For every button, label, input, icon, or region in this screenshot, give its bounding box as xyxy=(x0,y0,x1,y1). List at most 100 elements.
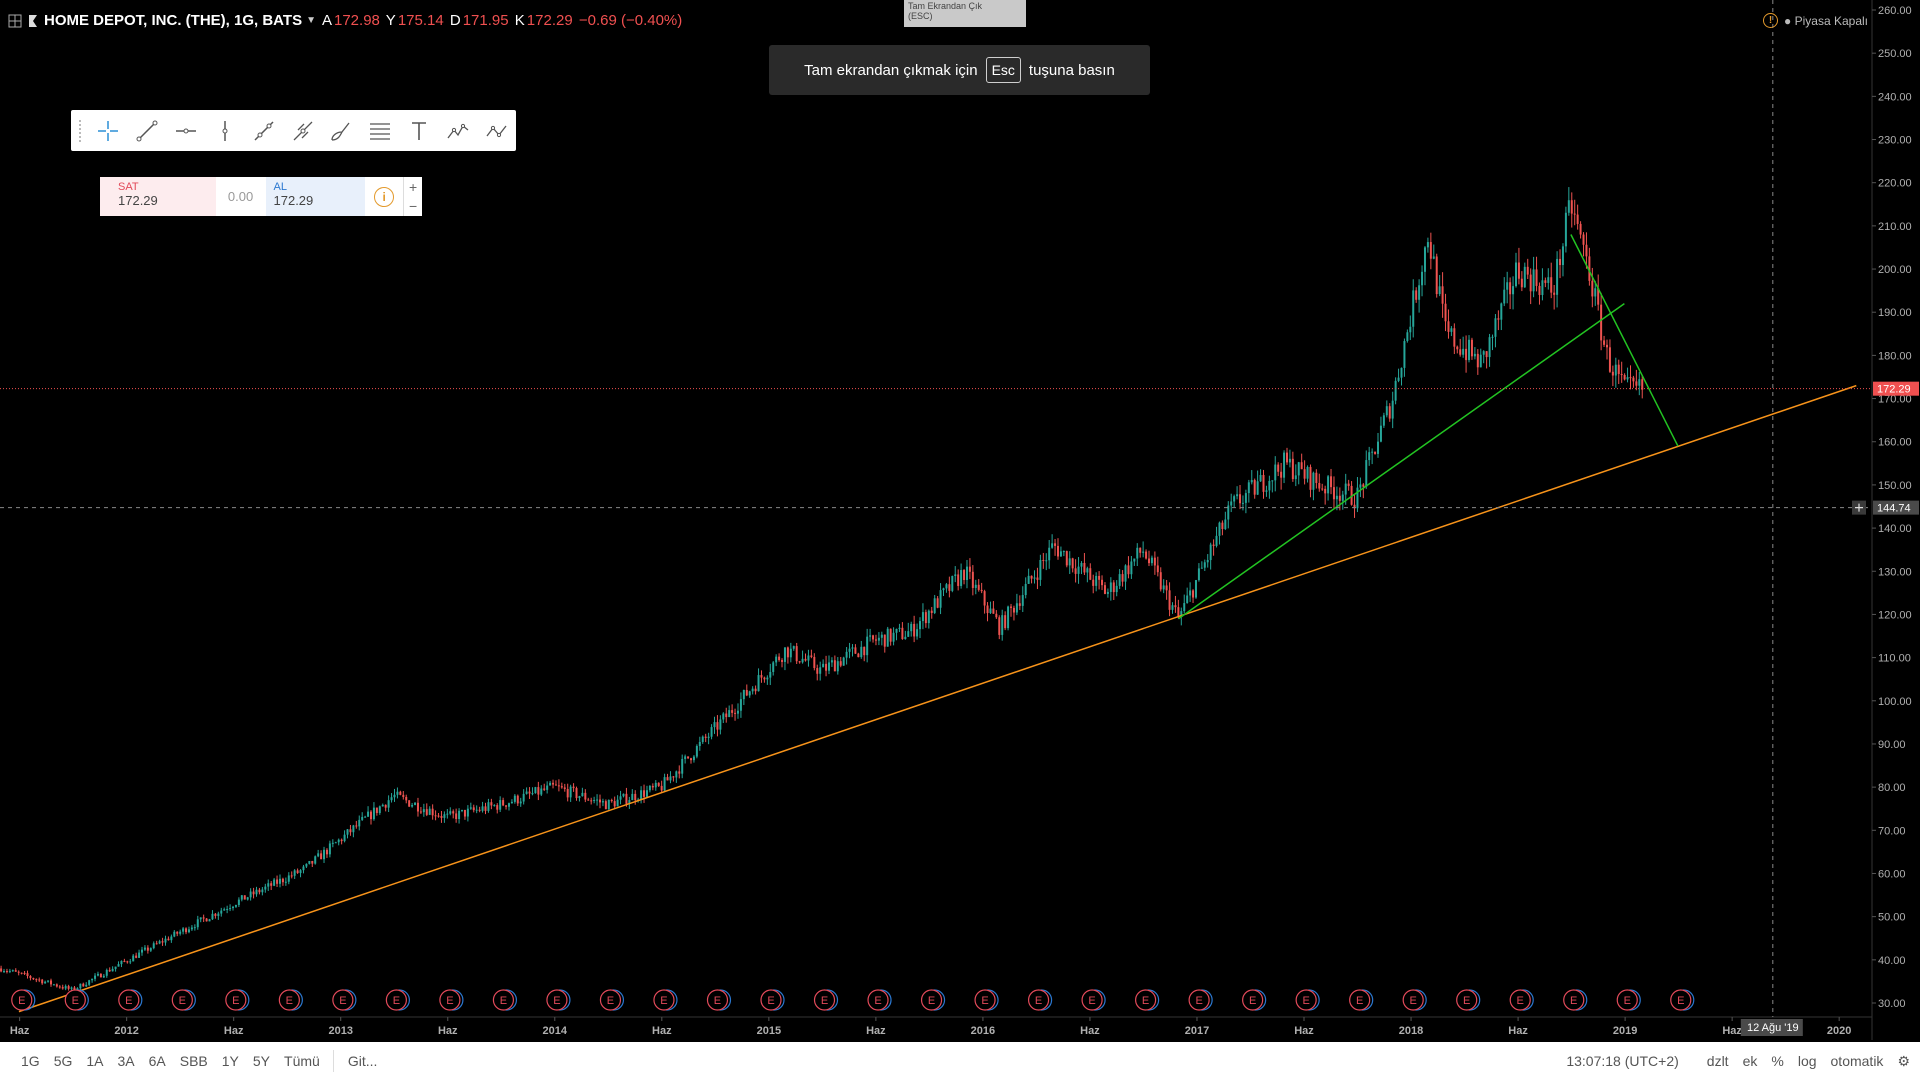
candle-body xyxy=(945,584,947,588)
candle-body xyxy=(1039,560,1041,580)
candle-body xyxy=(540,789,542,795)
crosshair-icon[interactable] xyxy=(89,110,128,151)
drag-handle[interactable] xyxy=(79,120,87,142)
candle-body xyxy=(851,647,853,648)
chart-options: 13:07:18 (UTC+2) dzlt ek% log otomatik ⚙ xyxy=(1566,1042,1910,1080)
symbol-title[interactable]: HOME DEPOT, INC. (THE), 1G, BATS xyxy=(44,12,302,29)
candle-body xyxy=(349,829,351,832)
candle-body xyxy=(620,796,622,799)
option-auto[interactable]: otomatik xyxy=(1831,1053,1884,1069)
candle-body xyxy=(1318,483,1320,489)
horizontal-ray-icon[interactable] xyxy=(167,110,206,151)
plus-button[interactable]: + xyxy=(409,179,417,195)
candle-body xyxy=(1207,560,1209,562)
candle-body xyxy=(1492,337,1494,338)
gear-icon[interactable]: ⚙ xyxy=(1897,1053,1910,1070)
candle-body xyxy=(502,800,504,805)
candle-body xyxy=(913,624,915,637)
candle-body xyxy=(15,970,17,972)
abcd-pattern-icon[interactable] xyxy=(477,110,516,151)
candle-body xyxy=(713,722,715,727)
quantity-stepper[interactable]: + − xyxy=(403,177,422,216)
candle-body xyxy=(388,800,390,807)
candle-body xyxy=(153,943,155,948)
flag-icon[interactable] xyxy=(28,14,38,28)
candle-body xyxy=(1204,562,1206,567)
candle-body xyxy=(1368,452,1370,460)
goto-date-button[interactable]: Git... xyxy=(340,1053,386,1069)
candle-body xyxy=(1042,560,1044,561)
candle-body xyxy=(957,574,959,586)
price-chart[interactable]: 260.00 250.00 240.00 230.00 220.00 210.00 200.… xyxy=(0,0,1920,1042)
candle-body xyxy=(1127,565,1129,574)
candle-body xyxy=(831,660,833,662)
earnings-marker-label: E xyxy=(446,995,453,1007)
candle-body xyxy=(693,757,695,761)
y-tick-label: 30.00 xyxy=(1878,998,1906,1010)
chart-layout-icon[interactable] xyxy=(8,14,22,28)
pitchfork-icon[interactable] xyxy=(283,110,322,151)
candle-body xyxy=(382,805,384,806)
candle-body xyxy=(1213,545,1215,546)
candle-body xyxy=(9,971,11,972)
candle-body xyxy=(599,800,601,803)
candle-body xyxy=(173,932,175,937)
candle-body xyxy=(1433,256,1435,258)
x-tick-label: 2017 xyxy=(1185,1025,1209,1037)
candle-body xyxy=(781,660,783,662)
range-button-1g[interactable]: 1G xyxy=(14,1053,47,1069)
range-button-5g[interactable]: 5G xyxy=(47,1053,80,1069)
candle-body xyxy=(896,629,898,633)
range-button-3a[interactable]: 3A xyxy=(111,1053,142,1069)
range-button-6a[interactable]: 6A xyxy=(142,1053,173,1069)
x-tick-label: Haz xyxy=(1294,1025,1314,1037)
candle-body xyxy=(975,585,977,588)
candle-body xyxy=(211,914,213,919)
fib-retracement-icon[interactable] xyxy=(361,110,400,151)
warning-icon[interactable]: ! xyxy=(1763,13,1778,28)
candle-body xyxy=(719,719,721,729)
y-tick-label: 250.00 xyxy=(1878,48,1912,60)
candle-body xyxy=(1160,572,1162,589)
range-button-5y[interactable]: 5Y xyxy=(246,1053,277,1069)
candle-body xyxy=(1210,545,1212,560)
range-button-sbb[interactable]: SBB xyxy=(173,1053,215,1069)
range-button-1a[interactable]: 1A xyxy=(79,1053,110,1069)
info-icon[interactable]: i xyxy=(365,177,403,216)
option-adjust[interactable]: dzlt xyxy=(1707,1053,1729,1069)
vertical-line-icon[interactable] xyxy=(205,110,244,151)
earnings-marker-label: E xyxy=(72,995,79,1007)
candle-body xyxy=(496,805,498,810)
candle-body xyxy=(1424,247,1426,271)
candle-body xyxy=(1083,563,1085,572)
range-button-tümü[interactable]: Tümü xyxy=(277,1053,327,1069)
candle-body xyxy=(1277,465,1279,472)
candle-body xyxy=(543,789,545,790)
candle-body xyxy=(1436,256,1438,294)
symbol-header[interactable]: HOME DEPOT, INC. (THE), 1G, BATS ▼ A 172.… xyxy=(8,12,684,29)
range-button-1y[interactable]: 1Y xyxy=(215,1053,246,1069)
option-percent[interactable]: % xyxy=(1771,1053,1783,1069)
market-status[interactable]: ! ● Piyasa Kapalı xyxy=(1763,13,1868,28)
candle-body xyxy=(1072,558,1074,568)
option-extended[interactable]: ek xyxy=(1743,1053,1758,1069)
candle-body xyxy=(367,812,369,817)
trend-line-icon[interactable] xyxy=(128,110,167,151)
sell-button[interactable]: SAT 172.29 xyxy=(100,177,216,216)
chevron-down-icon[interactable]: ▼ xyxy=(306,15,316,26)
clock[interactable]: 13:07:18 (UTC+2) xyxy=(1566,1053,1678,1069)
option-log[interactable]: log xyxy=(1798,1053,1817,1069)
buy-button[interactable]: AL 172.29 xyxy=(266,177,366,216)
candle-body xyxy=(857,654,859,657)
candle-body xyxy=(449,811,451,813)
x-tick-label: Haz xyxy=(1722,1025,1742,1037)
xabcd-pattern-icon[interactable] xyxy=(438,110,477,151)
text-icon[interactable] xyxy=(400,110,439,151)
candle-body xyxy=(954,574,956,576)
brush-icon[interactable] xyxy=(322,110,361,151)
minus-button[interactable]: − xyxy=(409,198,417,214)
parallel-channel-icon[interactable] xyxy=(244,110,283,151)
candle-body xyxy=(981,590,983,591)
candle-body xyxy=(335,842,337,843)
candle-body xyxy=(1527,267,1529,275)
